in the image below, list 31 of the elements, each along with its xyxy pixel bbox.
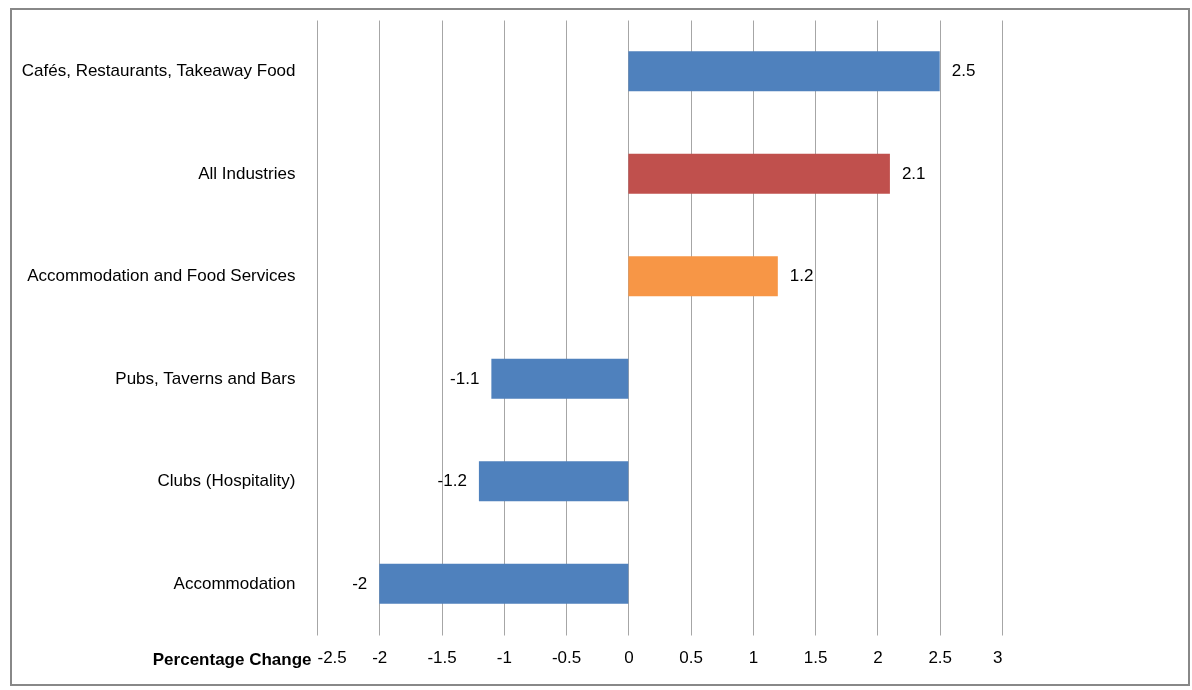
bar bbox=[379, 563, 629, 604]
bar bbox=[628, 51, 940, 92]
bar bbox=[491, 358, 629, 399]
y-tick-label: All Industries bbox=[198, 163, 296, 183]
x-tick-label: 1 bbox=[748, 647, 759, 667]
x-tick-label: 0 bbox=[624, 647, 634, 667]
bar bbox=[478, 461, 629, 502]
x-axis-title: Percentage Change bbox=[152, 649, 312, 669]
y-tick-label: Accommodation bbox=[173, 573, 296, 593]
bar bbox=[628, 256, 778, 297]
data-label: 1.2 bbox=[789, 266, 814, 286]
data-label: 2.1 bbox=[901, 163, 926, 183]
x-tick-label: -2 bbox=[372, 647, 388, 667]
bar bbox=[628, 153, 890, 194]
x-tick-label: 2 bbox=[873, 647, 883, 667]
x-tick-label: -2.5 bbox=[317, 647, 347, 667]
data-label: 2.5 bbox=[951, 61, 976, 81]
y-tick-label: Cafés, Restaurants, Takeaway Food bbox=[21, 61, 296, 81]
x-tick-label: 3 bbox=[993, 647, 1003, 667]
y-tick-label: Clubs (Hospitality) bbox=[157, 471, 296, 491]
y-tick-label: Accommodation and Food Services bbox=[27, 266, 296, 286]
x-tick-label: -1.5 bbox=[427, 647, 457, 667]
data-label: -1.1 bbox=[450, 368, 480, 388]
y-tick-label: Pubs, Taverns and Bars bbox=[115, 368, 296, 388]
x-tick-label: -1 bbox=[496, 647, 512, 667]
x-tick-label: 0.5 bbox=[679, 647, 703, 667]
data-label: -2 bbox=[352, 573, 368, 593]
x-tick-label: 1.5 bbox=[803, 647, 828, 667]
x-tick-label: -0.5 bbox=[551, 647, 582, 667]
data-label: -1.2 bbox=[437, 471, 467, 491]
x-tick-label: 2.5 bbox=[928, 647, 953, 667]
